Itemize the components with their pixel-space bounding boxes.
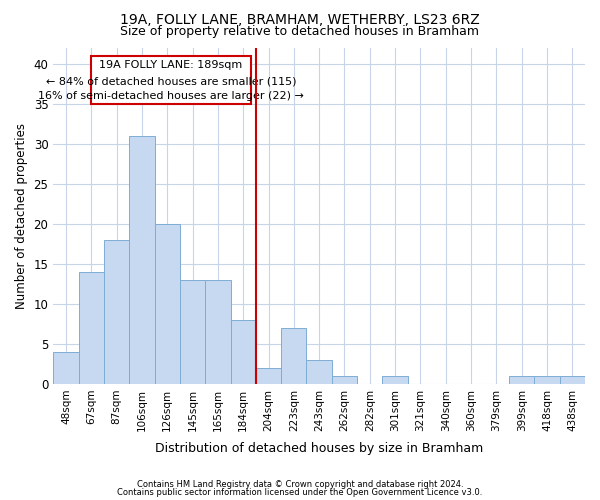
Bar [509,376,535,384]
Bar [281,328,307,384]
Text: 16% of semi-detached houses are larger (22) →: 16% of semi-detached houses are larger (… [38,90,304,101]
Bar [535,376,560,384]
Bar [180,280,205,384]
Text: Contains HM Land Registry data © Crown copyright and database right 2024.: Contains HM Land Registry data © Crown c… [137,480,463,489]
Text: 19A, FOLLY LANE, BRAMHAM, WETHERBY, LS23 6RZ: 19A, FOLLY LANE, BRAMHAM, WETHERBY, LS23… [120,12,480,26]
Bar [332,376,357,384]
Bar [79,272,104,384]
Bar [155,224,180,384]
X-axis label: Distribution of detached houses by size in Bramham: Distribution of detached houses by size … [155,442,483,455]
Bar [205,280,230,384]
Bar [307,360,332,384]
Bar [129,136,155,384]
Y-axis label: Number of detached properties: Number of detached properties [15,122,28,308]
FancyBboxPatch shape [91,56,251,104]
Bar [560,376,585,384]
Bar [53,352,79,384]
Text: 19A FOLLY LANE: 189sqm: 19A FOLLY LANE: 189sqm [100,60,242,70]
Bar [104,240,129,384]
Text: ← 84% of detached houses are smaller (115): ← 84% of detached houses are smaller (11… [46,76,296,86]
Text: Contains public sector information licensed under the Open Government Licence v3: Contains public sector information licen… [118,488,482,497]
Text: Size of property relative to detached houses in Bramham: Size of property relative to detached ho… [121,25,479,38]
Bar [230,320,256,384]
Bar [382,376,408,384]
Bar [256,368,281,384]
